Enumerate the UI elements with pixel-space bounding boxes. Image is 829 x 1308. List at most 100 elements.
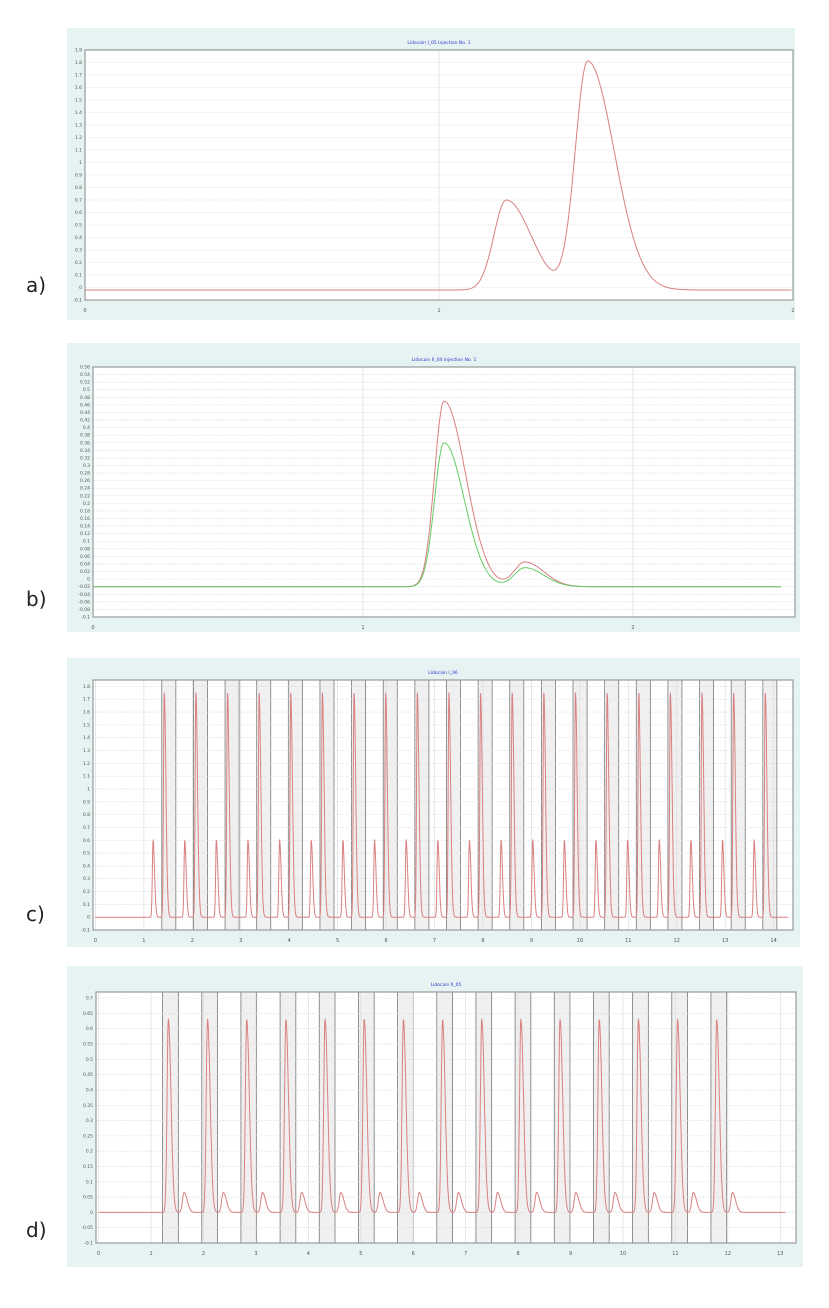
y-tick-label: 0.5: [86, 1057, 93, 1063]
panel-label-c: c): [26, 902, 45, 926]
x-tick-label: 9: [569, 1251, 572, 1257]
y-tick-label: 1.1: [75, 148, 82, 154]
y-tick-label: -0.1: [81, 615, 90, 621]
y-tick-label: 0.25: [83, 1133, 93, 1139]
y-tick-label: 0.18: [80, 508, 90, 514]
x-tick-label: 10: [577, 938, 583, 944]
y-tick-label: 1: [79, 160, 82, 166]
x-tick-label: 5: [336, 938, 339, 944]
chart-svg: Lidocain I_05 Injection No. 1-0.100.10.2…: [73, 40, 794, 314]
x-tick-label: 10: [620, 1251, 626, 1257]
panel-label-d: d): [26, 1218, 47, 1242]
x-tick-label: 11: [625, 938, 631, 944]
panel-label-b: b): [26, 587, 47, 611]
series-line-trace-green: [93, 442, 781, 588]
y-tick-label: 0.16: [80, 516, 90, 522]
chart-title: Lidocain I_06: [428, 670, 458, 676]
y-tick-label: 1.2: [83, 761, 90, 767]
y-tick-label: 0.15: [83, 1164, 93, 1170]
y-tick-label: 0.2: [83, 501, 90, 507]
y-tick-label: 0.9: [75, 173, 82, 179]
y-tick-label: 1.8: [83, 684, 90, 690]
y-tick-label: 0.52: [80, 380, 90, 386]
y-tick-label: -0.1: [81, 928, 90, 934]
chart-panel-c: Lidocain I_06 -0.1 0 0.1 0.2 0.3 0.4 0.5 0.6 0.7 0…: [67, 658, 800, 947]
x-tick-label: 0: [97, 1251, 100, 1257]
y-tick-label: 0.12: [80, 531, 90, 537]
y-tick-label: 0.4: [86, 1087, 93, 1093]
x-tick-label: 13: [722, 938, 728, 944]
y-tick-label: 1.2: [75, 135, 82, 141]
x-tick-label: 0: [83, 308, 86, 314]
y-tick-label: 0.06: [80, 554, 90, 560]
y-tick-label: 0.08: [80, 546, 90, 552]
series-line-trace: [98, 1017, 786, 1213]
y-tick-label: 0.8: [83, 812, 90, 818]
y-tick-label: 0.2: [86, 1149, 93, 1155]
y-tick-label: 0.3: [86, 1118, 93, 1124]
chart-title: Lidocain II_05: [431, 982, 462, 988]
y-tick-label: 0.24: [80, 486, 90, 492]
y-tick-label: 0.9: [83, 799, 90, 805]
x-tick-label: 14: [770, 938, 776, 944]
y-tick-label: 0.1: [75, 273, 82, 279]
y-tick-label: -0.04: [78, 592, 90, 598]
chart-svg: Lidocain II_05 -0.1 -0.05 0 0.05 0.1 0.15 0.2 0.…: [81, 982, 797, 1257]
series-line-trace: [95, 691, 789, 918]
x-tick-label: 3: [239, 938, 242, 944]
series-line-trace: [85, 60, 792, 291]
y-tick-label: -0.08: [78, 607, 90, 613]
x-tick-label: 8: [481, 938, 484, 944]
y-tick-label: 0.4: [83, 425, 90, 431]
y-tick-label: -0.02: [78, 584, 90, 590]
x-tick-label: 11: [672, 1251, 678, 1257]
y-tick-label: 0.26: [80, 478, 90, 484]
chart-panel-a: Lidocain I_05 Injection No. 1 -0.1 0 0.1 0.2…: [67, 28, 795, 320]
y-tick-label: 1.7: [83, 697, 90, 703]
plot-area: [93, 367, 795, 617]
x-tick-label: 2: [202, 1251, 205, 1257]
x-tick-label: 1: [437, 308, 440, 314]
x-tick-label: 1: [361, 625, 364, 631]
y-tick-label: 1.9: [75, 48, 82, 54]
plot-border: [95, 991, 797, 1244]
x-tick-label: 6: [384, 938, 387, 944]
y-tick-label: 1.7: [75, 73, 82, 79]
y-tick-label: 0.1: [83, 539, 90, 545]
y-tick-label: 1: [87, 786, 90, 792]
plot-border: [84, 49, 794, 301]
y-tick-label: 0.14: [80, 524, 90, 530]
y-tick-label: 0.7: [86, 996, 93, 1002]
y-tick-label: 0.34: [80, 448, 90, 454]
y-tick-label: 0.22: [80, 493, 90, 499]
y-tick-label: 0.7: [83, 825, 90, 831]
x-tick-label: 2: [631, 625, 634, 631]
x-tick-label: 1: [142, 938, 145, 944]
panel-label-a: a): [26, 273, 47, 297]
y-tick-label: 0.1: [83, 902, 90, 908]
y-tick-label: 1.6: [75, 85, 82, 91]
y-tick-label: 0.2: [75, 260, 82, 266]
y-tick-label: 0.48: [80, 395, 90, 401]
y-tick-label: 1.4: [75, 110, 82, 116]
y-tick-label: 0.2: [83, 889, 90, 895]
y-tick-label: 1.5: [83, 722, 90, 728]
x-tick-label: 7: [433, 938, 436, 944]
y-tick-label: 1.8: [75, 60, 82, 66]
y-tick-label: 0.1: [86, 1179, 93, 1185]
x-tick-label: 8: [517, 1251, 520, 1257]
y-tick-label: -0.1: [84, 1241, 93, 1247]
y-tick-label: 0.7: [75, 198, 82, 204]
y-tick-label: 1.6: [83, 710, 90, 716]
y-tick-label: 0.8: [75, 185, 82, 191]
y-tick-label: 0.3: [83, 463, 90, 469]
y-tick-label: 1.5: [75, 98, 82, 104]
y-tick-label: 0: [87, 915, 90, 921]
y-tick-label: 0.05: [83, 1195, 93, 1201]
x-tick-label: 13: [777, 1251, 783, 1257]
chart-svg: Lidocain I_06 -0.1 0 0.1 0.2 0.3 0.4 0.5 0.6 0.7 0…: [81, 670, 794, 944]
y-tick-label: 0.5: [75, 223, 82, 229]
x-tick-label: 6: [412, 1251, 415, 1257]
x-tick-label: 7: [464, 1251, 467, 1257]
y-tick-label: 0.38: [80, 433, 90, 439]
